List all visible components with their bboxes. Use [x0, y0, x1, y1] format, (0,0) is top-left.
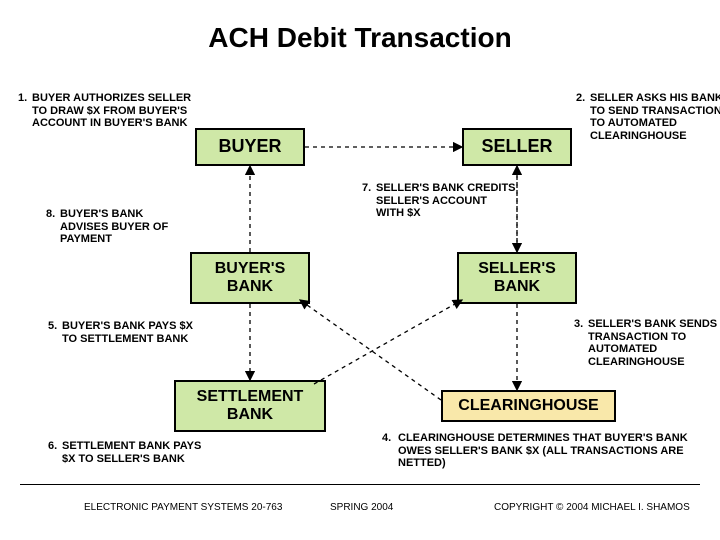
step-4-text: CLEARINGHOUSE DETERMINES THAT BUYER'S BA… — [398, 432, 688, 470]
step-2-text: SELLER ASKS HIS BANK TO SEND TRANSACTION… — [590, 92, 720, 143]
footer-right: COPYRIGHT © 2004 MICHAEL I. SHAMOS — [494, 502, 690, 513]
step-6-num: 6. — [48, 440, 57, 453]
footer-left: ELECTRONIC PAYMENT SYSTEMS 20-763 — [84, 502, 282, 513]
step-3-text: SELLER'S BANK SENDS TRANSACTION TO AUTOM… — [588, 318, 720, 369]
step-6-text: SETTLEMENT BANK PAYS $X TO SELLER'S BANK — [62, 440, 212, 465]
node-sellers-bank: SELLER'S BANK — [457, 252, 577, 304]
step-1-text: BUYER AUTHORIZES SELLER TO DRAW $X FROM … — [32, 92, 194, 130]
step-8-num: 8. — [46, 208, 55, 221]
node-buyers-bank: BUYER'S BANK — [190, 252, 310, 304]
page-title: ACH Debit Transaction — [0, 22, 720, 54]
step-2-num: 2. — [576, 92, 585, 105]
step-5-text: BUYER'S BANK PAYS $X TO SETTLEMENT BANK — [62, 320, 202, 345]
step-1-num: 1. — [18, 92, 27, 105]
step-7-num: 7. — [362, 182, 371, 195]
node-clearinghouse: CLEARINGHOUSE — [441, 390, 616, 422]
divider — [20, 484, 700, 485]
node-buyer: BUYER — [195, 128, 305, 166]
footer-center: SPRING 2004 — [330, 502, 393, 513]
node-seller: SELLER — [462, 128, 572, 166]
step-7-text: SELLER'S BANK CREDITS SELLER'S ACCOUNT W… — [376, 182, 516, 220]
step-8-text: BUYER'S BANK ADVISES BUYER OF PAYMENT — [60, 208, 190, 246]
step-5-num: 5. — [48, 320, 57, 333]
step-4-num: 4. — [382, 432, 391, 445]
node-settlement-bank: SETTLEMENT BANK — [174, 380, 326, 432]
step-3-num: 3. — [574, 318, 583, 331]
